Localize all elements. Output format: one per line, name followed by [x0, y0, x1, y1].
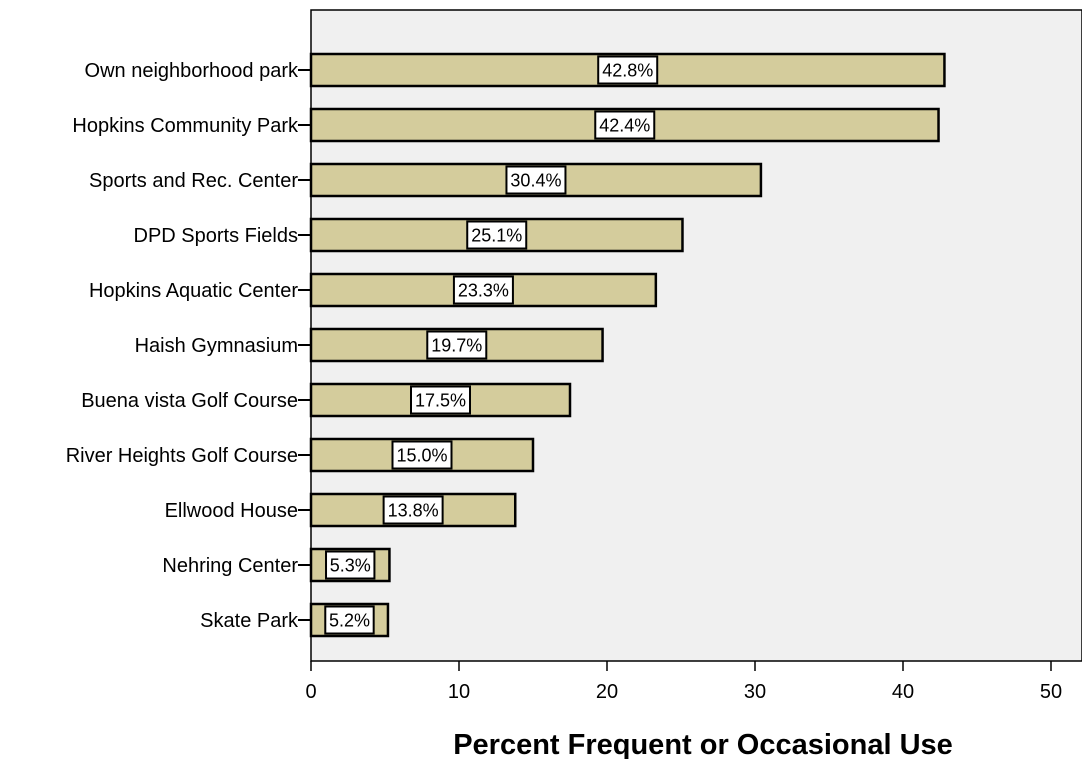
category-label: Hopkins Community Park — [72, 115, 299, 137]
data-label-box — [452, 275, 514, 305]
x-tick-label: 0 — [305, 681, 316, 703]
data-label: 17.5% — [415, 391, 466, 411]
data-label: 5.2% — [329, 611, 370, 631]
x-axis-title: Percent Frequent or Occasional Use — [453, 729, 953, 759]
data-label: 42.4% — [599, 116, 650, 136]
category-label: DPD Sports Fields — [134, 225, 299, 247]
data-label: 30.4% — [510, 171, 561, 191]
x-tick-label: 20 — [596, 681, 618, 703]
data-label-box — [466, 220, 528, 250]
data-label: 15.0% — [396, 446, 447, 466]
data-label-box — [426, 330, 488, 360]
data-label-box — [382, 495, 444, 525]
category-label: Own neighborhood park — [85, 60, 299, 82]
data-label: 23.3% — [458, 281, 509, 301]
category-label: Hopkins Aquatic Center — [89, 280, 298, 302]
data-label-box — [597, 55, 659, 85]
data-label: 5.3% — [330, 556, 371, 576]
category-label: Nehring Center — [162, 555, 298, 577]
data-label: 42.8% — [602, 61, 653, 81]
category-label: River Heights Golf Course — [66, 445, 298, 467]
category-label: Sports and Rec. Center — [89, 170, 298, 192]
x-tick-label: 10 — [448, 681, 470, 703]
category-label: Buena vista Golf Course — [81, 390, 298, 412]
category-label: Ellwood House — [165, 500, 298, 522]
x-tick-label: 50 — [1040, 681, 1062, 703]
data-label-box — [410, 385, 471, 415]
data-label-box — [324, 605, 375, 635]
x-tick-label: 30 — [744, 681, 766, 703]
data-label: 19.7% — [431, 336, 482, 356]
x-tick-label: 40 — [892, 681, 914, 703]
category-label: Haish Gymnasium — [135, 335, 298, 357]
data-label: 13.8% — [388, 501, 439, 521]
data-label-box — [391, 440, 453, 470]
data-label-box — [325, 550, 376, 580]
data-label: 25.1% — [471, 226, 522, 246]
data-label-box — [594, 110, 656, 140]
category-label: Skate Park — [200, 610, 299, 632]
bars-layer: 42.8% 42.4% 30.4% 25.1% 23.3% 19.7% 17.5% 15.0%… — [309, 52, 946, 638]
category-axis: Own neighborhood park Hopkins Community P… — [66, 60, 311, 632]
data-label-box — [505, 165, 567, 195]
x-axis: 0 10 20 30 40 50 — [305, 661, 1062, 703]
